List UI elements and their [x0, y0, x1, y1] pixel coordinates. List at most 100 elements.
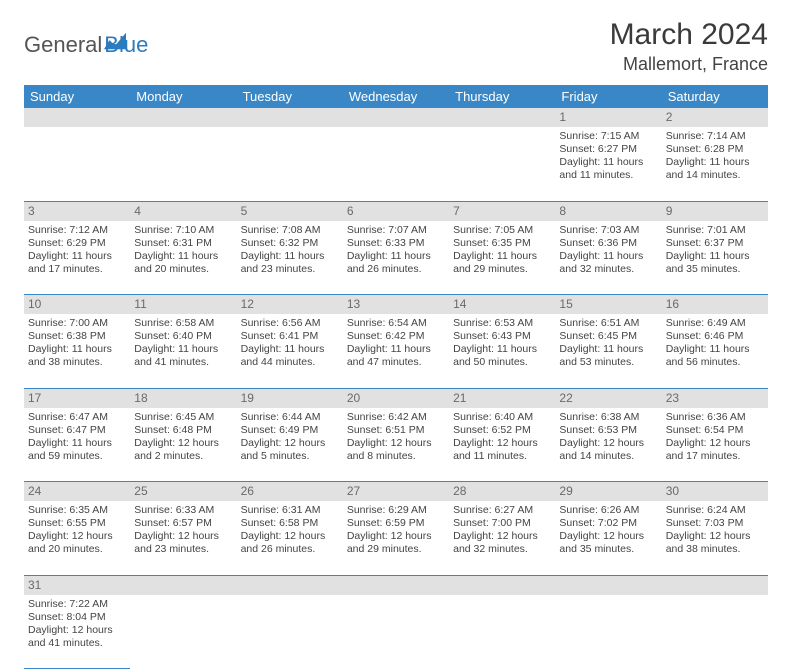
- sunset-line: Sunset: 6:55 PM: [28, 517, 126, 530]
- daylight-line: Daylight: 12 hours and 5 minutes.: [241, 437, 339, 463]
- day-cell: Sunrise: 6:27 AMSunset: 7:00 PMDaylight:…: [449, 501, 555, 575]
- day-cell: Sunrise: 6:36 AMSunset: 6:54 PMDaylight:…: [662, 408, 768, 482]
- day-cell: Sunrise: 6:38 AMSunset: 6:53 PMDaylight:…: [555, 408, 661, 482]
- sunrise-line: Sunrise: 6:27 AM: [453, 504, 551, 517]
- sunrise-line: Sunrise: 7:15 AM: [559, 130, 657, 143]
- day-number: 14: [449, 295, 555, 315]
- sunset-line: Sunset: 6:48 PM: [134, 424, 232, 437]
- daylight-line: Daylight: 11 hours and 20 minutes.: [134, 250, 232, 276]
- daylight-line: Daylight: 11 hours and 35 minutes.: [666, 250, 764, 276]
- daylight-line: Daylight: 11 hours and 29 minutes.: [453, 250, 551, 276]
- day-cell: Sunrise: 6:44 AMSunset: 6:49 PMDaylight:…: [237, 408, 343, 482]
- day-number: 29: [555, 482, 661, 502]
- sunrise-line: Sunrise: 6:53 AM: [453, 317, 551, 330]
- daynum-row: 10111213141516: [24, 295, 768, 315]
- sunrise-line: Sunrise: 6:40 AM: [453, 411, 551, 424]
- daylight-line: Daylight: 12 hours and 8 minutes.: [347, 437, 445, 463]
- day-number: 12: [237, 295, 343, 315]
- sunrise-line: Sunrise: 6:45 AM: [134, 411, 232, 424]
- sunset-line: Sunset: 6:31 PM: [134, 237, 232, 250]
- day-number: 22: [555, 388, 661, 408]
- sunrise-line: Sunrise: 6:44 AM: [241, 411, 339, 424]
- sunset-line: Sunset: 6:59 PM: [347, 517, 445, 530]
- daylight-line: Daylight: 12 hours and 14 minutes.: [559, 437, 657, 463]
- sunrise-line: Sunrise: 6:33 AM: [134, 504, 232, 517]
- sunset-line: Sunset: 6:52 PM: [453, 424, 551, 437]
- sunrise-line: Sunrise: 6:54 AM: [347, 317, 445, 330]
- sunrise-line: Sunrise: 6:26 AM: [559, 504, 657, 517]
- day-cell: Sunrise: 6:58 AMSunset: 6:40 PMDaylight:…: [130, 314, 236, 388]
- content-row: Sunrise: 7:22 AMSunset: 8:04 PMDaylight:…: [24, 595, 768, 669]
- day-cell: [130, 127, 236, 201]
- sunset-line: Sunset: 6:37 PM: [666, 237, 764, 250]
- day-number: 16: [662, 295, 768, 315]
- day-cell: Sunrise: 6:53 AMSunset: 6:43 PMDaylight:…: [449, 314, 555, 388]
- daynum-row: 17181920212223: [24, 388, 768, 408]
- day-number: [449, 108, 555, 127]
- day-number: 24: [24, 482, 130, 502]
- day-cell: Sunrise: 6:33 AMSunset: 6:57 PMDaylight:…: [130, 501, 236, 575]
- sunrise-line: Sunrise: 6:31 AM: [241, 504, 339, 517]
- day-number: 21: [449, 388, 555, 408]
- day-cell: [449, 127, 555, 201]
- sunrise-line: Sunrise: 7:03 AM: [559, 224, 657, 237]
- weekday-header: Thursday: [449, 85, 555, 108]
- daylight-line: Daylight: 12 hours and 17 minutes.: [666, 437, 764, 463]
- day-number: 3: [24, 201, 130, 221]
- day-cell: Sunrise: 6:29 AMSunset: 6:59 PMDaylight:…: [343, 501, 449, 575]
- day-number: 13: [343, 295, 449, 315]
- sunset-line: Sunset: 6:58 PM: [241, 517, 339, 530]
- daylight-line: Daylight: 11 hours and 14 minutes.: [666, 156, 764, 182]
- daylight-line: Daylight: 11 hours and 17 minutes.: [28, 250, 126, 276]
- content-row: Sunrise: 7:00 AMSunset: 6:38 PMDaylight:…: [24, 314, 768, 388]
- day-number: [555, 575, 661, 595]
- sunrise-line: Sunrise: 7:08 AM: [241, 224, 339, 237]
- sunrise-line: Sunrise: 7:00 AM: [28, 317, 126, 330]
- sunset-line: Sunset: 6:41 PM: [241, 330, 339, 343]
- day-number: 6: [343, 201, 449, 221]
- day-number: 10: [24, 295, 130, 315]
- daylight-line: Daylight: 11 hours and 38 minutes.: [28, 343, 126, 369]
- daylight-line: Daylight: 12 hours and 23 minutes.: [134, 530, 232, 556]
- weekday-header: Friday: [555, 85, 661, 108]
- sunset-line: Sunset: 6:42 PM: [347, 330, 445, 343]
- day-number: 30: [662, 482, 768, 502]
- day-number: 9: [662, 201, 768, 221]
- sunrise-line: Sunrise: 6:58 AM: [134, 317, 232, 330]
- daylight-line: Daylight: 12 hours and 35 minutes.: [559, 530, 657, 556]
- sunrise-line: Sunrise: 6:24 AM: [666, 504, 764, 517]
- weekday-header: Tuesday: [237, 85, 343, 108]
- sunset-line: Sunset: 8:04 PM: [28, 611, 126, 624]
- sunrise-line: Sunrise: 7:12 AM: [28, 224, 126, 237]
- calendar-body: 12Sunrise: 7:15 AMSunset: 6:27 PMDayligh…: [24, 108, 768, 669]
- day-cell: Sunrise: 7:08 AMSunset: 6:32 PMDaylight:…: [237, 221, 343, 295]
- sunrise-line: Sunrise: 7:01 AM: [666, 224, 764, 237]
- day-cell: [237, 127, 343, 201]
- day-cell: Sunrise: 7:05 AMSunset: 6:35 PMDaylight:…: [449, 221, 555, 295]
- sunrise-line: Sunrise: 6:42 AM: [347, 411, 445, 424]
- sunrise-line: Sunrise: 7:10 AM: [134, 224, 232, 237]
- logo-text-1: General: [24, 32, 102, 58]
- day-cell: Sunrise: 7:00 AMSunset: 6:38 PMDaylight:…: [24, 314, 130, 388]
- sunset-line: Sunset: 6:38 PM: [28, 330, 126, 343]
- sunset-line: Sunset: 6:35 PM: [453, 237, 551, 250]
- day-number: 26: [237, 482, 343, 502]
- sunrise-line: Sunrise: 6:47 AM: [28, 411, 126, 424]
- day-number: [343, 108, 449, 127]
- daylight-line: Daylight: 11 hours and 50 minutes.: [453, 343, 551, 369]
- day-number: 15: [555, 295, 661, 315]
- sunrise-line: Sunrise: 6:51 AM: [559, 317, 657, 330]
- content-row: Sunrise: 6:47 AMSunset: 6:47 PMDaylight:…: [24, 408, 768, 482]
- day-cell: [237, 595, 343, 669]
- day-cell: Sunrise: 6:49 AMSunset: 6:46 PMDaylight:…: [662, 314, 768, 388]
- day-number: 20: [343, 388, 449, 408]
- sunset-line: Sunset: 6:49 PM: [241, 424, 339, 437]
- sunset-line: Sunset: 6:46 PM: [666, 330, 764, 343]
- day-cell: [343, 127, 449, 201]
- day-number: [237, 575, 343, 595]
- weekday-header: Sunday: [24, 85, 130, 108]
- daylight-line: Daylight: 12 hours and 29 minutes.: [347, 530, 445, 556]
- sunset-line: Sunset: 6:43 PM: [453, 330, 551, 343]
- daylight-line: Daylight: 12 hours and 2 minutes.: [134, 437, 232, 463]
- sunset-line: Sunset: 7:00 PM: [453, 517, 551, 530]
